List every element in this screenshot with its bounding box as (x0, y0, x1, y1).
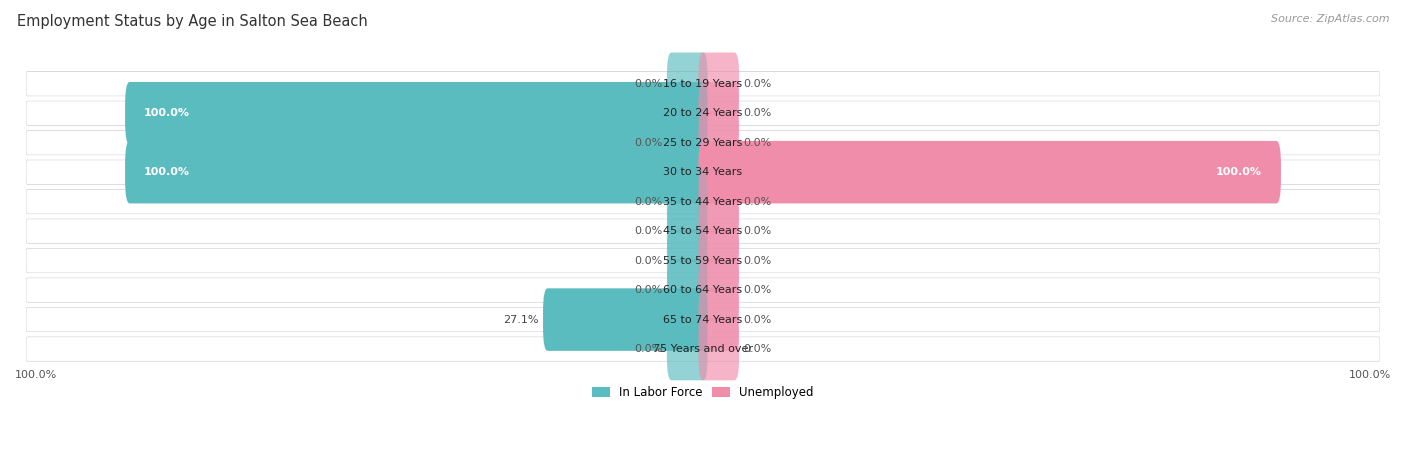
FancyBboxPatch shape (125, 82, 707, 144)
Text: 0.0%: 0.0% (634, 285, 662, 295)
Text: 0.0%: 0.0% (744, 344, 772, 354)
Text: 45 to 54 Years: 45 to 54 Years (664, 226, 742, 236)
FancyBboxPatch shape (699, 52, 740, 115)
Text: 75 Years and over: 75 Years and over (652, 344, 754, 354)
FancyBboxPatch shape (27, 101, 1379, 125)
Text: 0.0%: 0.0% (634, 197, 662, 207)
Text: 100.0%: 100.0% (143, 108, 190, 118)
FancyBboxPatch shape (27, 190, 1379, 213)
FancyBboxPatch shape (27, 160, 1379, 184)
Text: 16 to 19 Years: 16 to 19 Years (664, 79, 742, 89)
Text: 65 to 74 Years: 65 to 74 Years (664, 315, 742, 325)
Text: 0.0%: 0.0% (634, 344, 662, 354)
Text: 100.0%: 100.0% (1348, 370, 1391, 380)
Text: 0.0%: 0.0% (744, 285, 772, 295)
Text: 0.0%: 0.0% (634, 226, 662, 236)
FancyBboxPatch shape (543, 288, 707, 351)
FancyBboxPatch shape (125, 141, 707, 203)
FancyBboxPatch shape (27, 219, 1379, 243)
FancyBboxPatch shape (27, 249, 1379, 272)
Text: 55 to 59 Years: 55 to 59 Years (664, 256, 742, 266)
FancyBboxPatch shape (699, 259, 740, 322)
Text: Employment Status by Age in Salton Sea Beach: Employment Status by Age in Salton Sea B… (17, 14, 367, 28)
FancyBboxPatch shape (27, 72, 1379, 96)
Text: 0.0%: 0.0% (634, 138, 662, 147)
FancyBboxPatch shape (27, 101, 1379, 125)
FancyBboxPatch shape (27, 219, 1379, 243)
FancyBboxPatch shape (27, 189, 1379, 214)
FancyBboxPatch shape (699, 318, 740, 380)
Text: 0.0%: 0.0% (634, 256, 662, 266)
FancyBboxPatch shape (666, 52, 707, 115)
FancyBboxPatch shape (27, 337, 1379, 361)
FancyBboxPatch shape (27, 337, 1379, 361)
FancyBboxPatch shape (27, 278, 1379, 302)
FancyBboxPatch shape (666, 259, 707, 322)
Legend: In Labor Force, Unemployed: In Labor Force, Unemployed (588, 381, 818, 404)
Text: 0.0%: 0.0% (744, 226, 772, 236)
FancyBboxPatch shape (27, 278, 1379, 302)
FancyBboxPatch shape (27, 249, 1379, 273)
Text: 60 to 64 Years: 60 to 64 Years (664, 285, 742, 295)
Text: 100.0%: 100.0% (143, 167, 190, 177)
FancyBboxPatch shape (27, 131, 1379, 155)
FancyBboxPatch shape (27, 308, 1379, 331)
Text: 0.0%: 0.0% (744, 197, 772, 207)
Text: 25 to 29 Years: 25 to 29 Years (664, 138, 742, 147)
FancyBboxPatch shape (27, 131, 1379, 155)
FancyBboxPatch shape (27, 161, 1379, 184)
FancyBboxPatch shape (666, 111, 707, 174)
Text: 0.0%: 0.0% (744, 79, 772, 89)
FancyBboxPatch shape (27, 308, 1379, 331)
FancyBboxPatch shape (699, 82, 740, 144)
Text: 20 to 24 Years: 20 to 24 Years (664, 108, 742, 118)
Text: 0.0%: 0.0% (744, 138, 772, 147)
FancyBboxPatch shape (666, 318, 707, 380)
Text: 0.0%: 0.0% (744, 108, 772, 118)
FancyBboxPatch shape (699, 111, 740, 174)
Text: 30 to 34 Years: 30 to 34 Years (664, 167, 742, 177)
FancyBboxPatch shape (27, 72, 1379, 96)
FancyBboxPatch shape (699, 230, 740, 292)
FancyBboxPatch shape (666, 170, 707, 233)
FancyBboxPatch shape (699, 288, 740, 351)
FancyBboxPatch shape (666, 200, 707, 262)
Text: 0.0%: 0.0% (744, 256, 772, 266)
Text: 27.1%: 27.1% (503, 315, 538, 325)
Text: 35 to 44 Years: 35 to 44 Years (664, 197, 742, 207)
Text: 0.0%: 0.0% (744, 315, 772, 325)
FancyBboxPatch shape (699, 170, 740, 233)
Text: 100.0%: 100.0% (1216, 167, 1263, 177)
FancyBboxPatch shape (699, 141, 1281, 203)
Text: 0.0%: 0.0% (634, 79, 662, 89)
FancyBboxPatch shape (666, 230, 707, 292)
FancyBboxPatch shape (699, 200, 740, 262)
Text: Source: ZipAtlas.com: Source: ZipAtlas.com (1271, 14, 1389, 23)
Text: 100.0%: 100.0% (15, 370, 58, 380)
